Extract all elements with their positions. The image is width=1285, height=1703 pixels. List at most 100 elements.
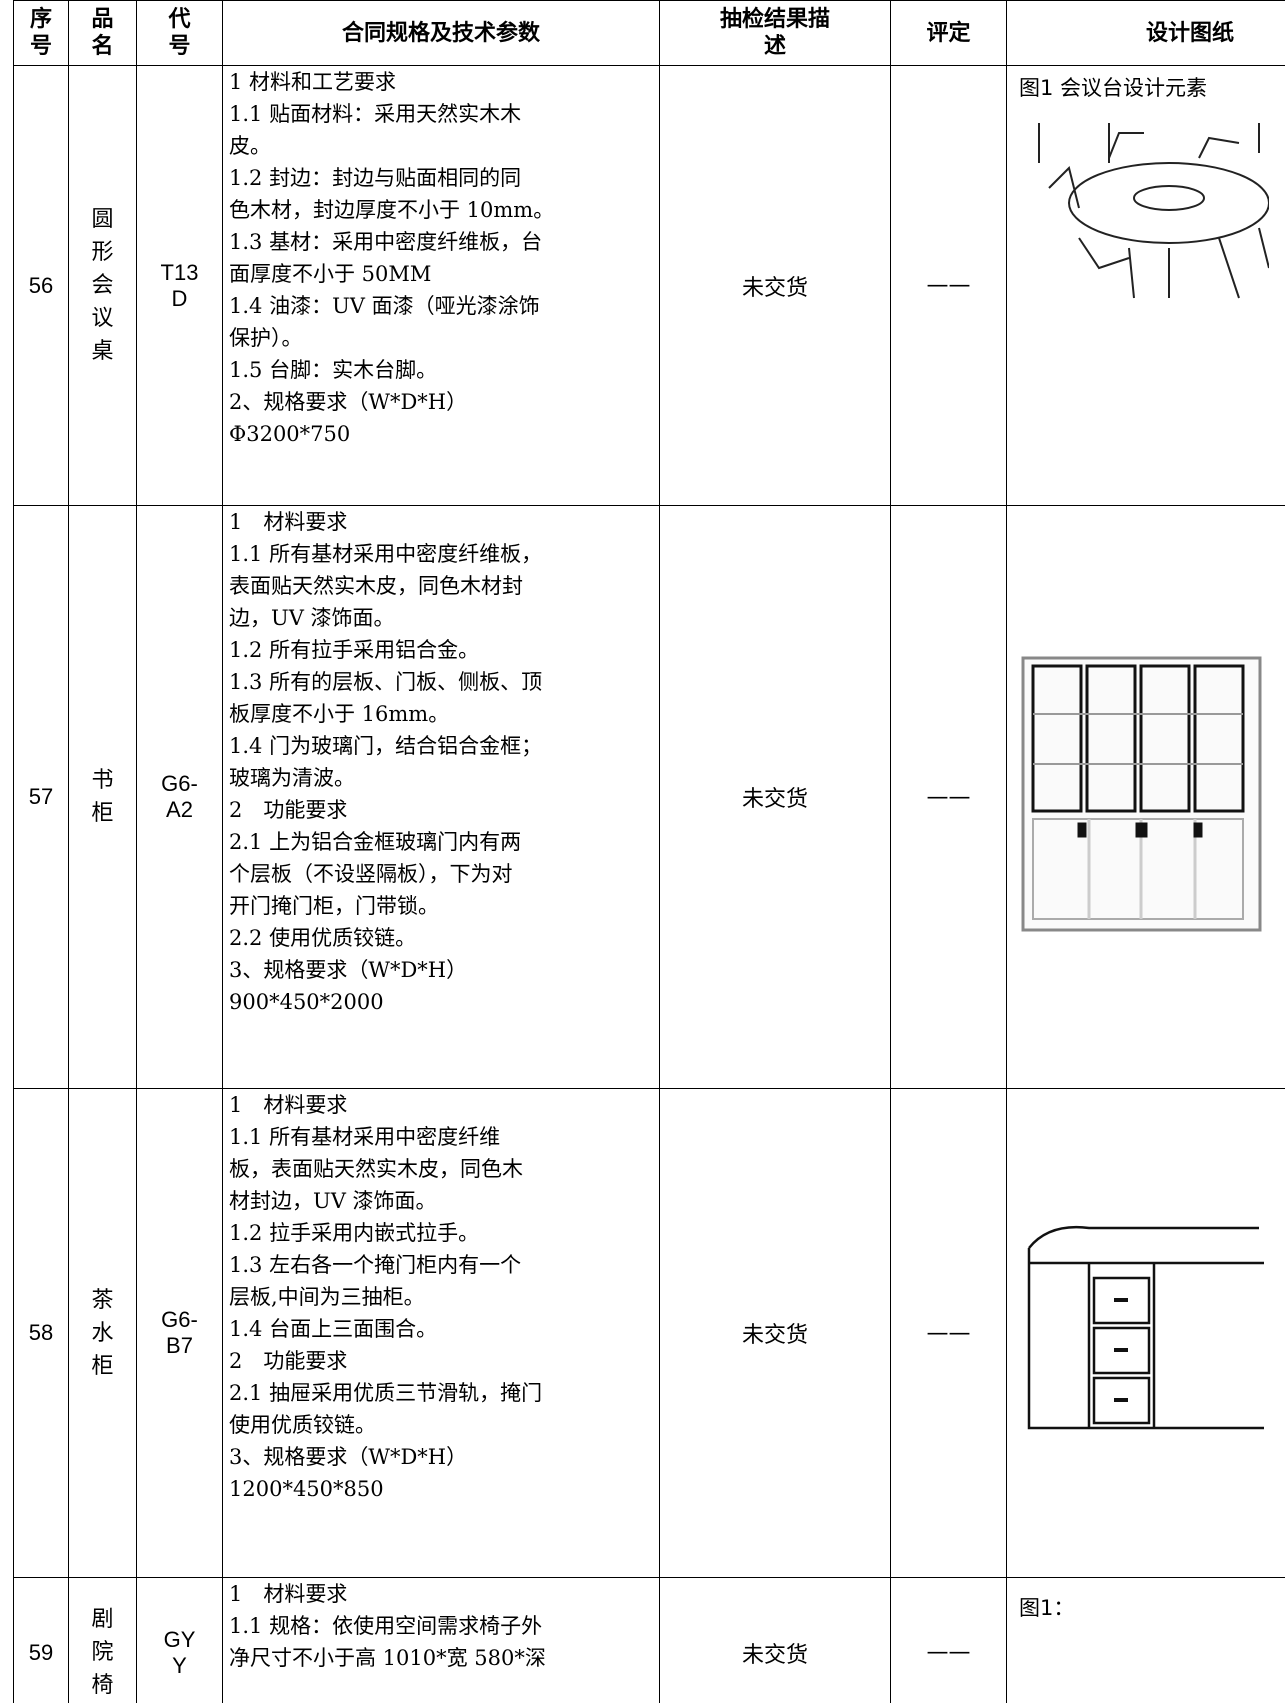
row-number: 59	[28, 1639, 54, 1665]
spec-line: 1 材料和工艺要求	[229, 70, 397, 94]
item-code: T13D	[160, 259, 199, 311]
result-text: 未交货	[741, 275, 808, 301]
spec-line: 900*450*2000	[229, 990, 384, 1014]
spec-line: 个层板（不设竖隔板），下为对	[229, 862, 513, 886]
row-number: 58	[28, 1320, 54, 1345]
rating-text: ——	[926, 784, 971, 810]
item-name: 圆形会议桌	[91, 207, 114, 364]
spec-line: 1.3 左右各一个掩门柜内有一个	[229, 1253, 522, 1277]
spec-line: 皮。	[229, 134, 271, 158]
table-row: 57 书柜 G6-A2 1 材料要求 1.1 所有基材采用中密度纤维板， 表面贴天然实木皮…	[13, 505, 1285, 1089]
rating-text: ——	[926, 273, 971, 298]
rating-text: ——	[926, 1320, 971, 1346]
spec-line: 1.1 所有基材采用中密度纤维板，	[229, 542, 543, 566]
inspection-table: 序号 品名 代号 合同规格及技术参数 抽检结果描述 评定 设计图纸 56 圆形会议桌 T13D 1…	[13, 0, 1285, 1703]
cell-drawing	[1006, 1088, 1285, 1578]
spec-line: 1.5 台脚：实木台脚。	[229, 358, 438, 382]
rating-text: ——	[926, 1640, 971, 1665]
cell-drawing	[1006, 505, 1285, 1089]
row-number: 57	[28, 784, 54, 809]
cell-code: G6-A2	[136, 505, 223, 1089]
drawing-image	[1019, 1208, 1285, 1459]
spec-line: 1200*450*850	[229, 1477, 384, 1501]
result-text: 未交货	[741, 1642, 808, 1668]
spec-line: 保护）。	[229, 326, 303, 350]
spec-line: 1 材料要求	[229, 1582, 348, 1606]
spec-line: 1.2 所有拉手采用铝合金。	[229, 638, 480, 662]
cell-rating: ——	[890, 1088, 1007, 1578]
header-text: 序号	[29, 7, 52, 59]
header-row: 序号 品名 代号 合同规格及技术参数 抽检结果描述 评定 设计图纸	[13, 0, 1285, 66]
spec-line: 板厚度不小于 16mm。	[229, 702, 450, 726]
spec-line: 2 功能要求	[229, 1349, 348, 1373]
spec-line: 1.1 所有基材采用中密度纤维	[229, 1125, 501, 1149]
drawing-caption: 图1 会议台设计元素	[1019, 76, 1208, 100]
cell-drawing: 图1：	[1006, 1577, 1285, 1703]
cell-rating: ——	[890, 65, 1007, 506]
cell-name: 茶水柜	[68, 1088, 137, 1578]
header-cell: 代号	[136, 0, 223, 66]
spec-line: 1 材料要求	[229, 1093, 348, 1117]
spec-line: 1.4 台面上三面围合。	[229, 1317, 438, 1341]
item-name: 茶水柜	[91, 1287, 114, 1379]
cell-code: G6-B7	[136, 1088, 223, 1578]
spec-line: 板，表面贴天然实木皮，同色木	[229, 1157, 523, 1181]
cell-name: 书柜	[68, 505, 137, 1089]
header-text: 合同规格及技术参数	[341, 20, 540, 46]
cell-name: 圆形会议桌	[68, 65, 137, 506]
header-cell: 评定	[890, 0, 1007, 66]
spec-line: 边，UV 漆饰面。	[229, 606, 395, 630]
drawing-svg	[1027, 1225, 1264, 1429]
table-row: 56 圆形会议桌 T13D 1 材料和工艺要求 1.1 贴面材料：采用天然实木木 皮。 1.…	[13, 65, 1285, 506]
drawing-caption: 图1：	[1019, 1596, 1075, 1620]
spec-line: 玻璃为清波。	[229, 766, 355, 790]
result-text: 未交货	[741, 787, 808, 812]
spec-line: 1.2 拉手采用内嵌式拉手。	[229, 1221, 480, 1245]
table-row: 58 茶水柜 G6-B7 1 材料要求 1.1 所有基材采用中密度纤维 板，表面贴天然实木…	[13, 1088, 1285, 1578]
cell-spec: 1 材料和工艺要求 1.1 贴面材料：采用天然实木木 皮。 1.2 封边：封边与贴面相…	[222, 65, 660, 506]
spec-line: 1.4 门为玻璃门，结合铝合金框；	[229, 734, 543, 758]
header-cell: 合同规格及技术参数	[222, 0, 660, 66]
spec-line: 2.2 使用优质铰链。	[229, 926, 417, 950]
spec-line: 3、规格要求（W*D*H）	[229, 958, 468, 982]
cell-code: GYY	[136, 1577, 223, 1703]
header-text: 评定	[926, 20, 971, 46]
cell-spec: 1 材料要求 1.1 所有基材采用中密度纤维板， 表面贴天然实木皮，同色木材封边，U…	[222, 505, 660, 1089]
table-row: 59 剧院椅 GYY 1 材料要求 1.1 规格：依使用空间需求椅子外 净尺寸不小于高 1…	[13, 1577, 1285, 1703]
result-text: 未交货	[741, 1323, 808, 1348]
cell-result: 未交货	[659, 1088, 891, 1578]
header-cell: 抽检结果描述	[659, 0, 891, 66]
item-code: G6-B7	[161, 1307, 198, 1358]
spec-line: 开门掩门柜，门带锁。	[229, 894, 439, 918]
spec-line: 1.2 封边：封边与贴面相同的同	[229, 166, 522, 190]
cell-name: 剧院椅	[68, 1577, 137, 1703]
header-text: 代号	[168, 7, 191, 59]
cell-rating: ——	[890, 505, 1007, 1089]
header-text: 抽检结果描述	[720, 7, 831, 59]
cell-no: 57	[13, 505, 69, 1089]
spec-line: 净尺寸不小于高 1010*宽 580*深	[229, 1646, 546, 1670]
item-code: G6-A2	[161, 771, 198, 822]
item-name: 书柜	[91, 768, 114, 826]
spec-line: 1 材料要求	[229, 510, 348, 534]
spec-line: 2 功能要求	[229, 798, 348, 822]
drawing-svg	[1021, 656, 1262, 932]
spec-line: 1.3 所有的层板、门板、侧板、顶	[229, 670, 543, 694]
item-code: GYY	[163, 1626, 196, 1678]
header-text: 设计图纸	[1145, 20, 1234, 46]
header-cell: 序号	[13, 0, 69, 66]
spec-line: 色木材，封边厚度不小于 10mm。	[229, 198, 555, 222]
cell-no: 56	[13, 65, 69, 506]
cell-drawing: 图1 会议台设计元素	[1006, 65, 1285, 506]
drawing-svg	[1038, 123, 1270, 299]
spec-line: 层板,中间为三抽柜。	[229, 1285, 425, 1309]
cell-no: 59	[13, 1577, 69, 1703]
header-cell: 设计图纸	[1006, 0, 1285, 66]
header-text: 品名	[91, 7, 114, 59]
cell-code: T13D	[136, 65, 223, 506]
cell-result: 未交货	[659, 505, 891, 1089]
spec-line: 表面贴天然实木皮，同色木材封	[229, 574, 523, 598]
spec-line: 1.1 贴面材料：采用天然实木木	[229, 102, 522, 126]
spec-line: 3、规格要求（W*D*H）	[229, 1445, 468, 1469]
